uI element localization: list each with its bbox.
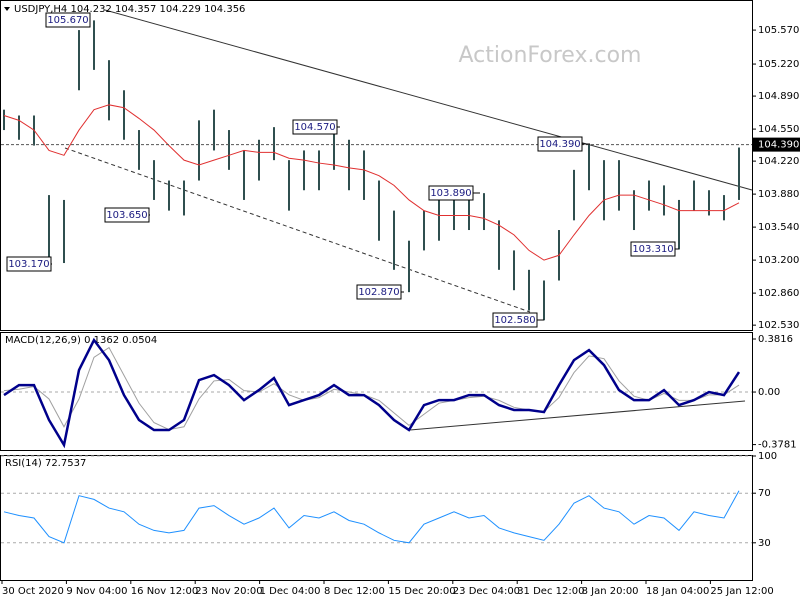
x-tick-label: 25 Jan 12:00 — [710, 586, 773, 597]
y-tick-label: 104.220 — [758, 156, 799, 167]
annotation-box — [428, 185, 474, 201]
x-tick-label: 9 Nov 04:00 — [66, 586, 127, 597]
annotation-label: 103.310 — [632, 244, 673, 255]
annotation-box — [537, 136, 583, 152]
y-tick-label: 103.200 — [758, 255, 799, 266]
moving-average — [3, 104, 740, 261]
x-tick-label: 8 Jan 20:00 — [582, 586, 639, 597]
y-tick-label: 104.550 — [758, 124, 799, 135]
trendline — [64, 147, 531, 313]
annotation-box — [292, 119, 338, 135]
y-tick-label: 102.860 — [758, 288, 799, 299]
price-label-box — [752, 137, 800, 152]
y-tick-label: 100 — [758, 451, 777, 462]
trendline — [409, 400, 746, 431]
annotation-label: 102.580 — [494, 315, 535, 326]
x-tick-label: 18 Jan 04:00 — [646, 586, 709, 597]
watermark: ActionForex.com — [459, 43, 642, 68]
y-tick-label: 103.540 — [758, 222, 799, 233]
y-tick-label: 30 — [758, 538, 771, 549]
annotation-label: 104.390 — [539, 139, 580, 150]
annotation-box — [6, 256, 52, 272]
y-tick-label: 102.530 — [758, 320, 799, 331]
x-tick-label: 16 Nov 12:00 — [131, 586, 198, 597]
macd-panel — [0, 332, 753, 451]
y-tick-label: 70 — [758, 488, 771, 499]
x-tick-label: 30 Oct 2020 — [2, 586, 64, 597]
panel-title: USDJPY,H4 104.232 104.357 104.229 104.35… — [14, 4, 245, 15]
annotation-label: 103.170 — [8, 259, 49, 270]
annotation-box — [104, 207, 150, 223]
annotation-label: 105.670 — [47, 15, 88, 26]
y-tick-label: 105.220 — [758, 59, 799, 70]
annotation-box — [630, 241, 676, 257]
y-tick-label: 104.890 — [758, 91, 799, 102]
macd-line — [3, 337, 741, 449]
price-label: 104.390 — [758, 140, 799, 151]
y-tick-label: 0.3816 — [758, 334, 793, 345]
x-tick-label: 1 Dec 04:00 — [260, 586, 321, 597]
x-tick-label: 31 Dec 12:00 — [517, 586, 584, 597]
x-tick-label: 8 Dec 12:00 — [324, 586, 385, 597]
signal-line — [3, 346, 740, 431]
y-tick-label: -0.3781 — [758, 440, 797, 451]
rsi-panel — [0, 455, 753, 581]
annotation-box — [492, 312, 538, 328]
rsi-line — [3, 490, 740, 544]
x-tick-label: 15 Dec 20:00 — [388, 586, 455, 597]
y-tick-label: 105.570 — [758, 25, 799, 36]
panel-title: RSI(14) 72.7537 — [5, 458, 86, 469]
y-tick-label: 0.00 — [758, 387, 780, 398]
annotation-label: 103.890 — [430, 188, 471, 199]
y-tick-label: 103.880 — [758, 189, 799, 200]
annotation-label: 103.650 — [106, 210, 147, 221]
collapse-icon — [4, 7, 10, 11]
annotation-box — [356, 284, 402, 300]
x-tick-label: 23 Nov 20:00 — [195, 586, 262, 597]
annotation-label: 104.570 — [294, 122, 335, 133]
trendline — [104, 9, 753, 191]
annotation-box — [45, 12, 91, 28]
price-panel — [0, 0, 753, 331]
x-tick-label: 23 Dec 04:00 — [453, 586, 520, 597]
annotation-label: 102.870 — [358, 287, 399, 298]
panel-title: MACD(12,26,9) 0.1362 0.0504 — [5, 335, 157, 346]
